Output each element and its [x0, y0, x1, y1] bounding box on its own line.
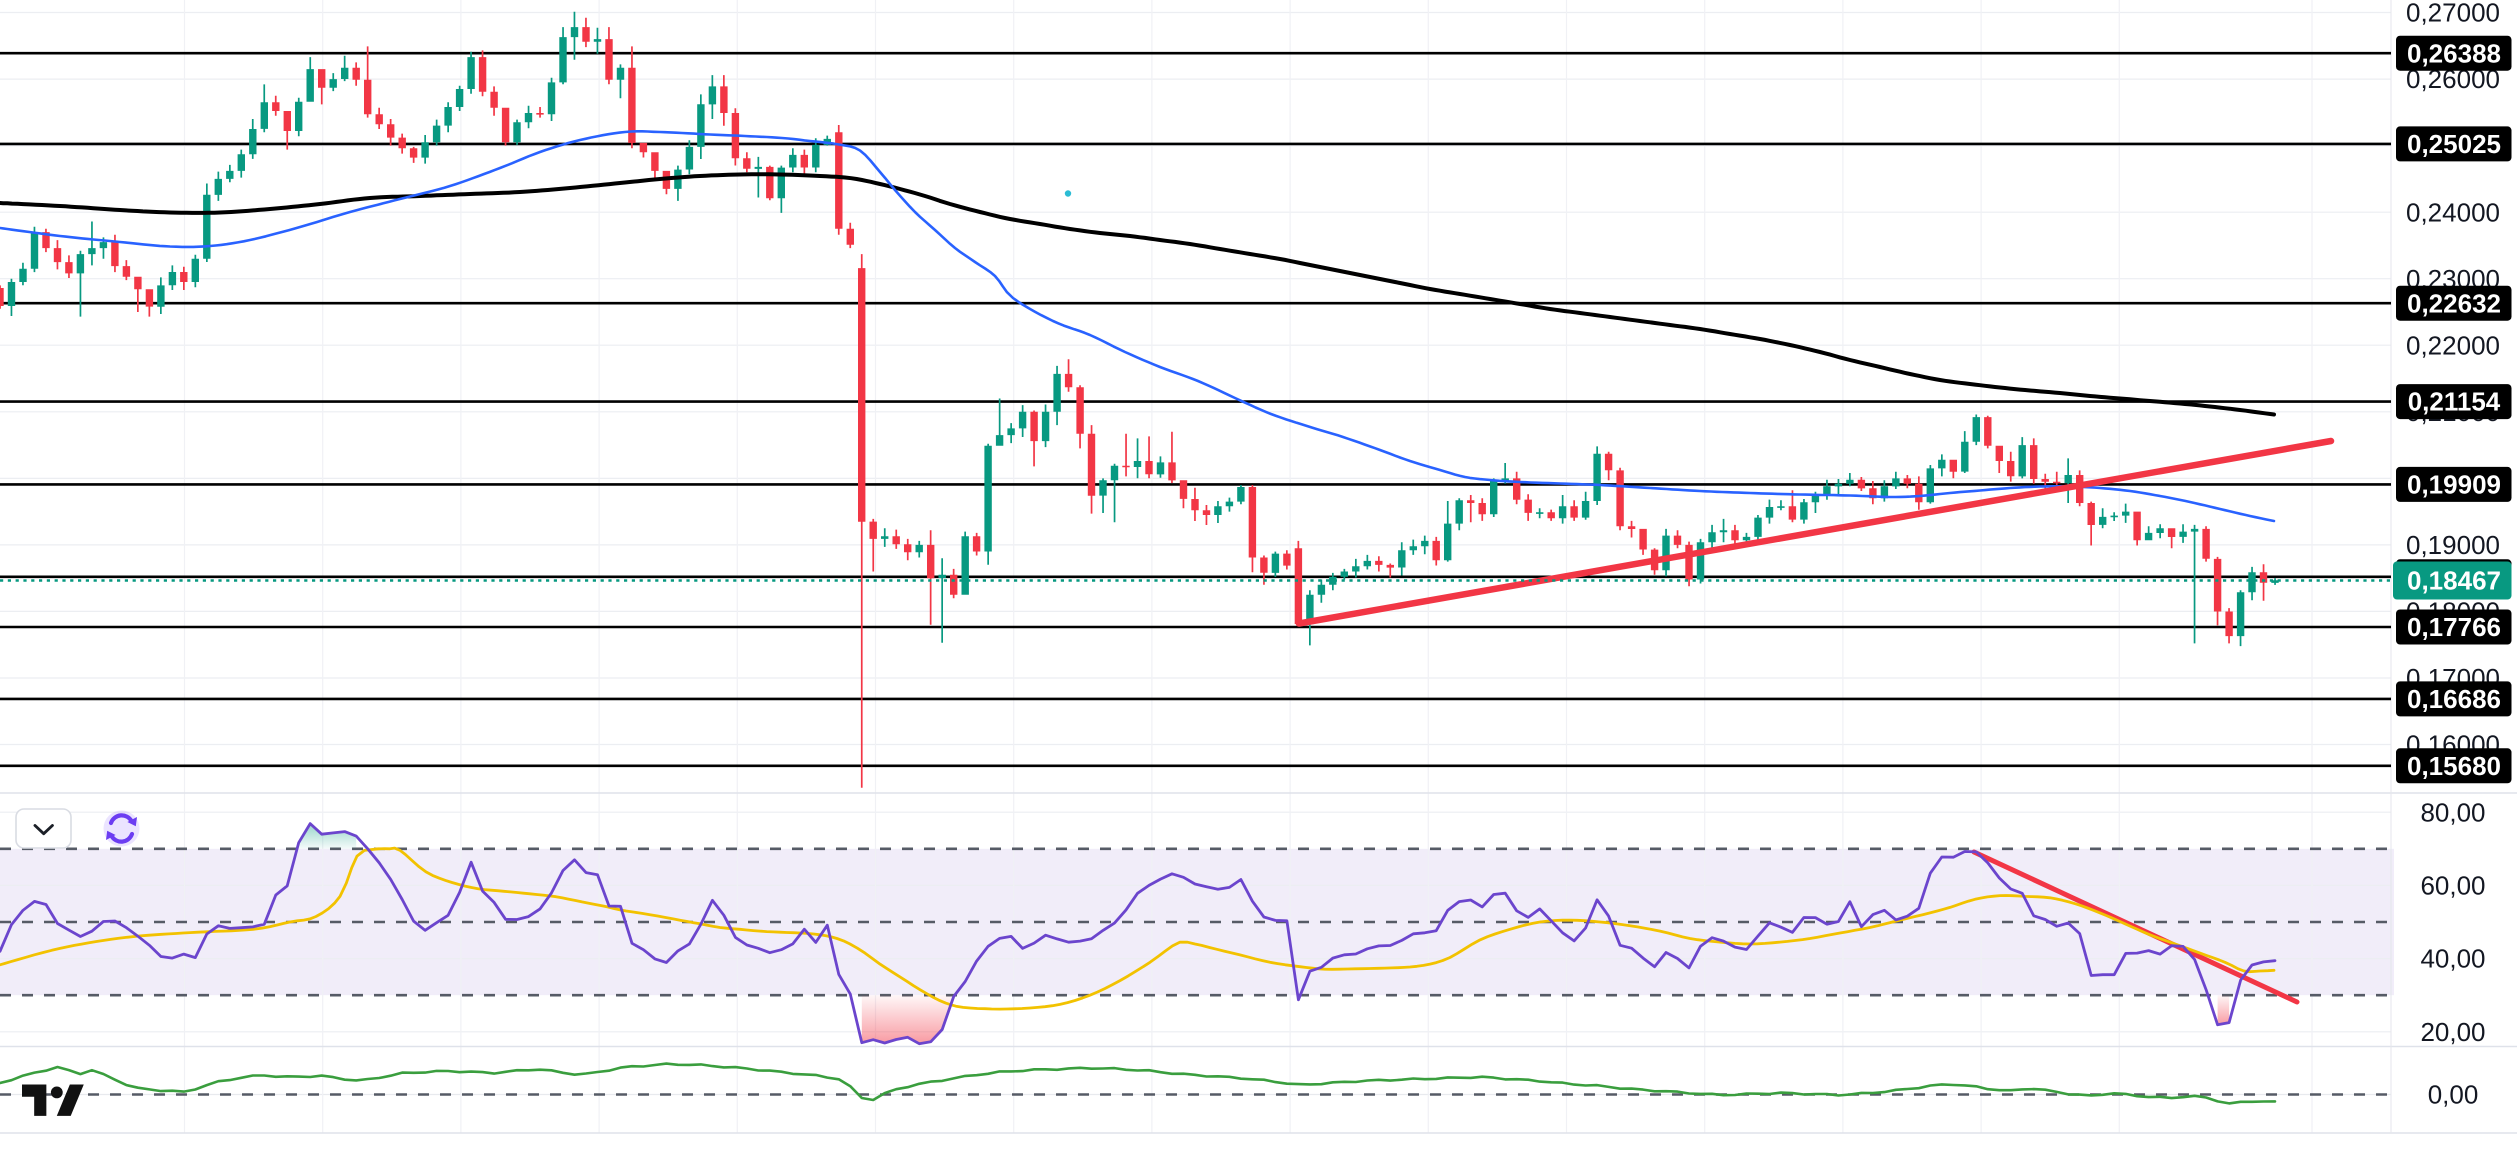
svg-text:0,21154: 0,21154 [2408, 387, 2501, 417]
svg-text:0,27000: 0,27000 [2406, 0, 2500, 28]
svg-text:0,22000: 0,22000 [2406, 330, 2500, 360]
svg-text:0,15680: 0,15680 [2407, 751, 2501, 781]
svg-text:0,25025: 0,25025 [2407, 129, 2501, 159]
svg-text:0,22632: 0,22632 [2407, 288, 2501, 318]
svg-text:40,00: 40,00 [2420, 944, 2485, 974]
svg-text:0,17766: 0,17766 [2407, 612, 2501, 642]
svg-text:0,26388: 0,26388 [2407, 38, 2501, 68]
svg-text:0,19909: 0,19909 [2407, 470, 2501, 500]
svg-text:80,00: 80,00 [2420, 797, 2485, 827]
svg-text:60,00: 60,00 [2420, 871, 2485, 901]
svg-text:0,00: 0,00 [2428, 1080, 2479, 1110]
svg-text:0,18467: 0,18467 [2407, 566, 2501, 596]
svg-text:0,24000: 0,24000 [2406, 197, 2500, 227]
svg-text:0,16686: 0,16686 [2407, 684, 2501, 714]
svg-text:20,00: 20,00 [2420, 1017, 2485, 1047]
svg-text:0,19000: 0,19000 [2406, 530, 2500, 560]
